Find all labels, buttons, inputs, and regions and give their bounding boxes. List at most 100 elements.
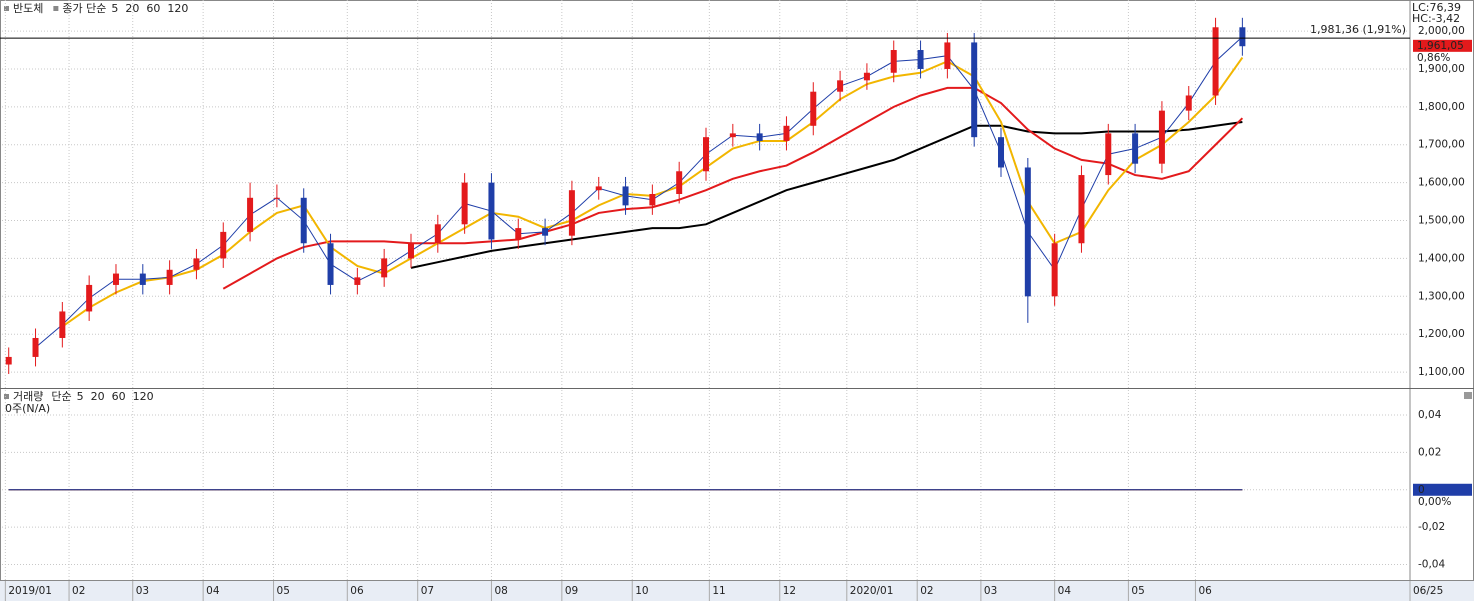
candle-body [59,311,66,338]
x-tick-label: 03 [136,585,149,597]
candle-body [434,224,441,244]
x-tick-label: 07 [421,585,434,597]
candle-body [407,243,414,259]
candle-body [354,277,361,285]
x-tick-label: 2019/01 [8,585,52,597]
candle-body [622,186,629,206]
unit-label: 0주(N/A) [5,402,50,415]
candle-body [461,182,468,225]
legend-entry: 60 [146,2,160,15]
y-tick-label: 2,000,00 [1418,25,1465,37]
x-tick-label: 05 [1131,585,1144,597]
candle-body [568,190,575,236]
candle-body [971,42,978,138]
y-tick-label: 0 [1418,484,1425,496]
candle-body [166,269,173,285]
candle-body [1078,175,1085,244]
candle-body [703,137,709,172]
x-tick-label: 2020/01 [850,585,894,597]
legend-entry: 5 [77,390,84,403]
candle-body [5,356,12,365]
legend-entry: 120 [133,390,154,403]
ma-line [410,121,1243,269]
legend-entry: 120 [167,2,188,15]
chart-title: 반도체 [13,2,43,15]
x-tick-label: 12 [783,585,796,597]
candle-body [86,284,93,312]
x-tick-label: 03 [984,585,997,597]
hc-label: HC:-3,42 [1412,12,1460,25]
legend-icon [4,6,9,11]
candle-body [1239,27,1246,47]
candle-body [944,42,951,69]
y-tick-label: 1,800,00 [1418,101,1465,113]
candle-body [890,50,897,73]
candle-body [756,133,763,141]
y-tick-label: 1,200,00 [1418,328,1465,340]
ma-line [35,36,1243,348]
y-tick-label: -0,02 [1418,521,1445,533]
y-tick-label: 1,100,00 [1418,366,1465,378]
x-tick-label: 10 [635,585,648,597]
x-tick-label: 06 [350,585,364,597]
ma-line [222,86,1244,290]
x-tick-label: 04 [206,585,220,597]
y-tick-label: -0,04 [1418,558,1445,570]
candle-body [515,228,522,240]
candle-body [327,243,334,285]
close-icon[interactable] [1464,392,1472,399]
legend-icon [4,394,9,399]
candle-body [1105,133,1112,176]
y-tick-label: 1,700,00 [1418,139,1465,151]
x-tick-label: 04 [1058,585,1072,597]
candle-body [220,231,227,259]
candle-body [998,137,1005,168]
legend-entry: 5 [111,2,118,15]
candle-body [1024,167,1031,297]
y-tick-label: 1,600,00 [1418,177,1465,189]
candle-body [1212,27,1219,96]
candle-body [542,228,549,236]
candle-body [810,91,817,126]
candle-body [247,197,254,232]
candle-body [381,258,388,278]
reference-label: 1,981,36 (1,91%) [1310,23,1406,36]
legend-entry: 20 [91,390,105,403]
candle-body [783,125,790,141]
x-tick-label: 09 [565,585,578,597]
candle-body [729,133,736,138]
candle-body [112,273,119,285]
y-tick-label: 0,04 [1418,409,1442,421]
x-tick-label: 02 [72,585,85,597]
y-tick-label: 1,500,00 [1418,215,1465,227]
candle-body [273,197,280,199]
y-tick-label: 1,900,00 [1418,63,1465,75]
candle-body [139,273,146,285]
zero-box [1413,483,1472,496]
legend-icon [53,6,59,11]
candle-body [1132,133,1139,164]
x-axis-band [0,581,1474,601]
lc-label: LC:76,39 [1412,1,1461,14]
y-tick-label: 0,02 [1418,446,1441,458]
candle-body [837,80,844,92]
candle-body [300,197,307,244]
candle-body [32,337,39,357]
x-tick-label: 08 [494,585,507,597]
legend-label: 단순 [51,390,71,403]
change-label: 0,86% [1417,52,1450,64]
candle-body [649,194,656,206]
legend-entry: 20 [125,2,139,15]
x-tick-label: 02 [920,585,933,597]
last-price-label: 1,961,05 [1417,40,1464,52]
candle-body [676,171,683,194]
x-tick-label: 05 [277,585,290,597]
candle-body [863,72,870,81]
y-tick-label: 1,300,00 [1418,290,1465,302]
candle-body [488,182,495,240]
chart-title: 거래량 [13,390,43,403]
last-price-box [1413,39,1472,52]
x-tick-label: 06/25 [1413,585,1443,597]
